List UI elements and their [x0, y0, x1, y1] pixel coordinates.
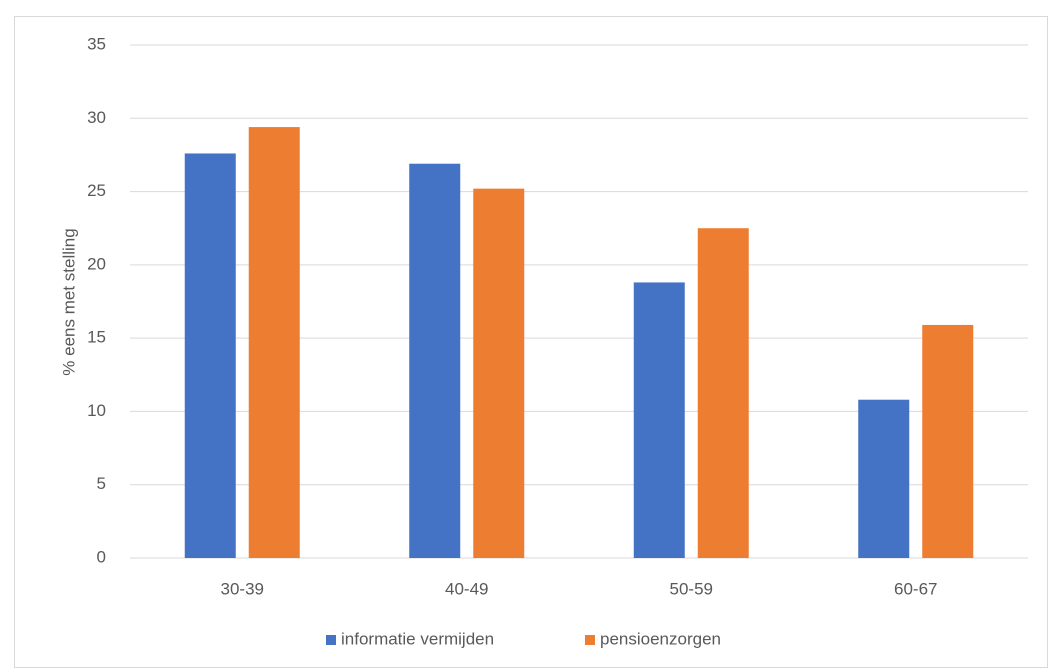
- legend-label: informatie vermijden: [341, 629, 494, 648]
- y-tick-label: 15: [87, 328, 106, 347]
- bars: [184, 127, 974, 559]
- x-tick-label: 30-39: [221, 579, 264, 598]
- y-tick-label: 10: [87, 401, 106, 420]
- x-tick-label: 50-59: [670, 579, 713, 598]
- y-tick-label: 25: [87, 181, 106, 200]
- y-tick-label: 35: [87, 34, 106, 53]
- bar-pensioenzorgen-60-67: [922, 324, 974, 558]
- bar-informatie-vermijden-60-67: [858, 399, 910, 558]
- bar-pensioenzorgen-50-59: [697, 228, 749, 558]
- x-tick-label: 60-67: [894, 579, 937, 598]
- y-tick-label: 30: [87, 108, 106, 127]
- y-axis-title: % eens met stelling: [59, 228, 78, 375]
- bar-informatie-vermijden-40-49: [409, 163, 461, 559]
- legend-swatch: [585, 635, 595, 645]
- y-axis-ticks: 0 5 10 15 20 25 30 35: [87, 34, 106, 566]
- y-tick-label: 0: [97, 547, 106, 566]
- bar-informatie-vermijden-30-39: [184, 153, 236, 558]
- bar-pensioenzorgen-40-49: [473, 188, 525, 558]
- legend-swatch: [326, 635, 336, 645]
- legend-label: pensioenzorgen: [600, 629, 721, 648]
- legend: informatie vermijden pensioenzorgen: [326, 629, 721, 648]
- x-axis-ticks: 30-39 40-49 50-59 60-67: [221, 579, 938, 598]
- bar-pensioenzorgen-30-39: [248, 127, 300, 558]
- y-tick-label: 20: [87, 254, 106, 273]
- x-tick-label: 40-49: [445, 579, 488, 598]
- bar-informatie-vermijden-50-59: [633, 282, 685, 558]
- y-tick-label: 5: [97, 474, 106, 493]
